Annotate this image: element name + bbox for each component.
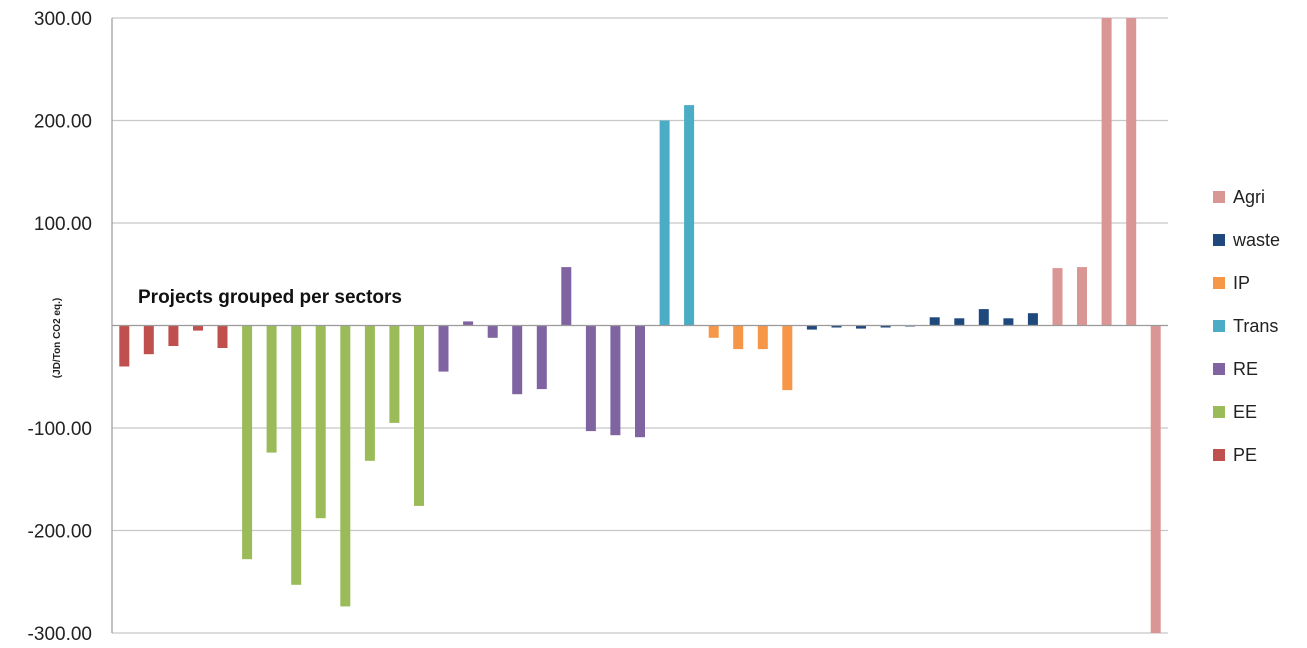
legend-swatch-pe [1213, 449, 1225, 461]
bars [119, 18, 1161, 633]
bar-ee [242, 325, 253, 560]
bar-re [610, 325, 621, 436]
legend-label-pe: PE [1233, 445, 1257, 465]
bar-pe [143, 325, 154, 355]
legend-swatch-ee [1213, 406, 1225, 418]
bar-agri [1077, 267, 1087, 326]
bar-re [512, 325, 523, 395]
legend-swatch-agri [1213, 191, 1225, 203]
bar-re [438, 325, 449, 372]
bar-agri [1052, 268, 1063, 326]
legend-label-trans: Trans [1233, 316, 1278, 336]
bar-ee [389, 325, 400, 423]
bar-waste [831, 325, 842, 328]
y-tick-label: -100.00 [28, 419, 92, 440]
bar-re [585, 325, 596, 432]
bar-pe [217, 325, 228, 348]
bar-ee [414, 325, 424, 506]
bar-pe [168, 325, 179, 346]
bar-agri [1150, 325, 1161, 633]
bar-agri [1101, 18, 1112, 326]
bar-ip [782, 325, 793, 391]
bar-waste [856, 325, 866, 329]
bar-re [463, 321, 474, 326]
bar-ip [708, 325, 719, 338]
chart-annotation: Projects grouped per sectors [138, 287, 402, 308]
y-tick-label: -200.00 [28, 522, 92, 543]
bar-re [635, 325, 645, 438]
legend-label-re: RE [1233, 359, 1258, 379]
bar-ee [315, 325, 326, 519]
legend-swatch-re [1213, 363, 1225, 375]
bar-re [536, 325, 547, 390]
legend-swatch-waste [1213, 234, 1225, 246]
legend-label-ee: EE [1233, 402, 1257, 422]
bar-ee [266, 325, 277, 453]
bar-pe [193, 325, 203, 331]
y-tick-label: -300.00 [28, 624, 92, 645]
bar-ip [733, 325, 744, 350]
bar-agri [1126, 18, 1137, 326]
bar-waste [806, 325, 817, 330]
y-tick-label: 300.00 [34, 9, 92, 30]
bar-ip [757, 325, 768, 350]
bar-ee [364, 325, 375, 461]
bar-trans [659, 120, 670, 326]
legend-label-agri: Agri [1233, 187, 1265, 207]
bar-re [561, 267, 572, 326]
legend-swatch-ip [1213, 277, 1225, 289]
legend-swatch-trans [1213, 320, 1225, 332]
legend-label-ip: IP [1233, 273, 1250, 293]
bar-ee [291, 325, 302, 585]
gridlines [112, 17, 1168, 634]
y-axis-ticks: 300.00 200.00 100.00 -100.00 -200.00 -300.00 [28, 9, 92, 645]
y-tick-label: 200.00 [34, 112, 92, 133]
bar-ee [340, 325, 351, 607]
bar-waste [954, 318, 965, 326]
legend: Agri waste IP Trans RE EE PE [1213, 187, 1280, 465]
bar-re [487, 325, 498, 338]
bar-waste [978, 309, 989, 326]
bar-waste [1003, 318, 1014, 326]
bar-waste [1027, 313, 1038, 326]
legend-label-waste: waste [1232, 230, 1280, 250]
bar-waste [880, 325, 891, 328]
y-axis-label: (JD/Ton CO2 eq.) [52, 298, 63, 378]
bar-waste [929, 317, 940, 326]
bar-trans [684, 105, 695, 326]
bar-pe [119, 325, 130, 367]
y-tick-label: 100.00 [34, 214, 92, 235]
